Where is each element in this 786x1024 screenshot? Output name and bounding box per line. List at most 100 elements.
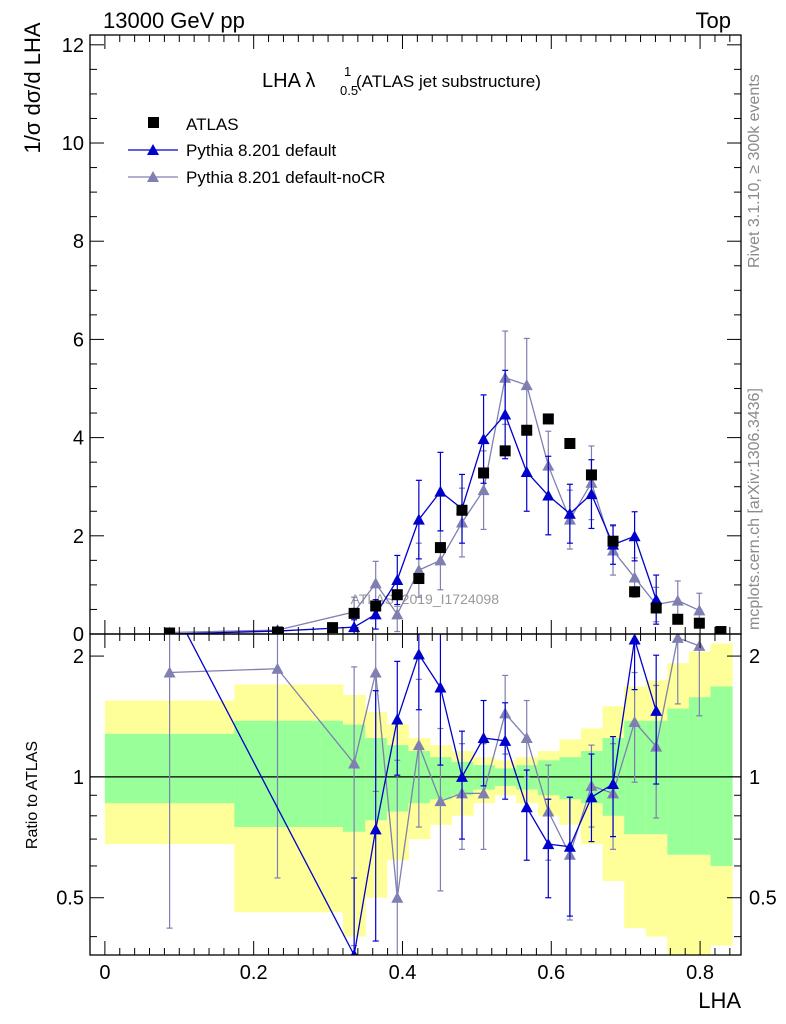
atlas-point [391, 589, 403, 601]
default-ratio-point [607, 778, 620, 790]
nocr-ratio-point [434, 795, 447, 807]
bottom-ytick-label: 2 [73, 646, 84, 668]
chart-title-note: (ATLAS jet substructure) [356, 72, 541, 91]
top-ytick-label: 8 [73, 231, 84, 253]
nocr-ratio-point [163, 666, 176, 678]
chart-title-main: LHA λ [262, 70, 315, 92]
nocr-point [391, 608, 404, 620]
top-ytick-label: 6 [73, 329, 84, 351]
nocr-ratio-point [271, 662, 284, 674]
top-ytick-label: 2 [73, 526, 84, 548]
bottom-ytick-label-right: 2 [749, 646, 760, 668]
atlas-point [348, 607, 360, 619]
top-y-axis-label: 1/σ dσ/d LHA [20, 22, 45, 153]
chart-title: LHA λ [262, 70, 315, 92]
default-ratio-point [650, 704, 663, 716]
inner-band-bin [667, 708, 690, 855]
legend-atlas-marker [148, 117, 159, 128]
nocr-ratio-point [628, 716, 641, 728]
nocr-point [412, 564, 425, 576]
top-ytick-label: 12 [62, 35, 84, 57]
nocr-ratio-point [693, 639, 706, 651]
inner-band-bin [386, 745, 409, 812]
atlas-point [564, 437, 576, 449]
atlas-point [715, 626, 727, 634]
nocr-ratio-point [477, 787, 490, 799]
default-point [477, 433, 490, 445]
default-point [563, 507, 576, 519]
inner-band-bin [710, 686, 733, 866]
legend-nocr-marker [147, 171, 159, 182]
default-ratio-point [499, 734, 512, 746]
xtick-label: 0.2 [240, 962, 268, 984]
default-ratio-point [585, 791, 598, 803]
atlas-point [370, 600, 382, 612]
default-point [369, 608, 382, 620]
default-point [499, 408, 512, 420]
legend-nocr-label: Pythia 8.201 default-noCR [186, 168, 385, 187]
top-ytick-label: 10 [62, 133, 84, 155]
default-ratio-point [350, 949, 358, 955]
default-ratio-point [412, 648, 425, 660]
default-point [585, 488, 598, 500]
nocr-ratio-point [412, 739, 425, 751]
top-ytick-label: 0 [73, 624, 84, 646]
default-ratio-point [542, 838, 555, 850]
atlas-point [672, 613, 684, 625]
chart-title-subscript: 0.5 [340, 83, 358, 98]
atlas-point [478, 467, 490, 479]
atlas-point [650, 602, 662, 614]
legend: ATLAS Pythia 8.201 default Pythia 8.201 de… [128, 115, 385, 187]
header-left-label: 13000 GeV pp [103, 8, 245, 33]
legend-default-marker [147, 144, 159, 155]
default-ratio-point [434, 681, 447, 693]
default-point [650, 593, 663, 605]
nocr-point [671, 594, 684, 606]
nocr-ratio-point [348, 757, 361, 769]
default-ratio-point [391, 713, 404, 725]
atlas-point [585, 469, 597, 481]
inner-band-bin [430, 757, 453, 800]
xtick-label: 0 [99, 962, 110, 984]
atlas-point [271, 626, 283, 634]
atlas-point [164, 627, 176, 634]
legend-default-label: Pythia 8.201 default [186, 141, 337, 160]
atlas-point [693, 617, 705, 629]
nocr-point [369, 577, 382, 589]
x-axis-label: LHA [698, 988, 741, 1013]
nocr-point [628, 571, 641, 583]
atlas-point [542, 413, 554, 425]
atlas-point [413, 573, 425, 585]
default-point [520, 465, 533, 477]
atlas-point [521, 424, 533, 436]
default-ratio-point [456, 770, 468, 782]
atlas-point [327, 622, 339, 634]
nocr-point [520, 379, 533, 391]
default-point [348, 621, 361, 633]
atlas-point [629, 586, 641, 598]
nocr-point [693, 604, 706, 616]
default-ratio-point [563, 840, 576, 852]
nocr-ratio-point [671, 634, 684, 643]
default-point [391, 573, 404, 585]
nocr-ratio-point [520, 732, 533, 744]
default-point [542, 489, 555, 501]
atlas-point [456, 504, 468, 516]
default-point [628, 530, 641, 542]
xtick-label: 0.4 [389, 962, 417, 984]
top-ytick-label: 4 [73, 428, 84, 450]
nocr-point [477, 484, 490, 496]
default-ratio-point [369, 823, 382, 835]
inner-band-bin [688, 697, 711, 855]
default-ratio-point [628, 634, 641, 645]
legend-atlas-label: ATLAS [186, 115, 239, 134]
bottom-y-axis-label: Ratio to ATLAS [24, 741, 41, 849]
ratio-plot-area [163, 634, 706, 955]
default-ratio-point [520, 801, 533, 813]
top-plot-area [164, 330, 727, 634]
atlas-point [499, 445, 511, 457]
bottom-ytick-label: 1 [73, 767, 84, 789]
default-point [412, 513, 425, 525]
default-ratio-point [477, 732, 490, 744]
